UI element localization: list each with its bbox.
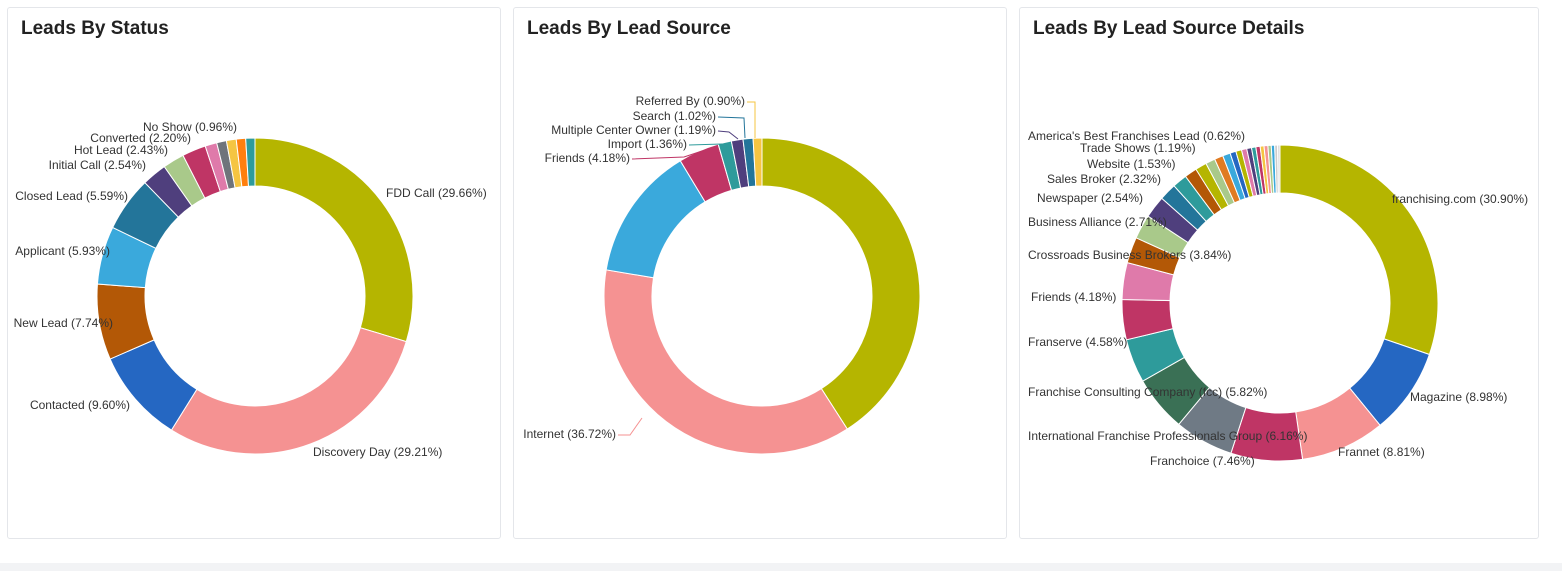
donut-slice[interactable] [245,137,256,187]
label-leader-line [717,130,739,140]
label-leader-line [631,150,703,160]
card-title: Leads By Lead Source Details [1033,18,1305,39]
slice-label: Internet (36.72%) [523,427,616,441]
slice-label: New Lead (7.74%) [14,316,113,330]
label-leader-line [618,417,643,436]
slice-label: Hot Lead (2.43%) [74,143,168,157]
slice-label: America's Best Franchises Lead (0.62%) [1028,129,1245,143]
slice-label: Website (1.53%) [1087,157,1175,171]
slice-label: Magazine (8.98%) [1410,390,1507,404]
slice-label: Friends (4.18%) [545,151,630,165]
slice-label: Import (1.36%) [608,137,687,151]
leads-by-lead-source-donut-chart: Internet (36.72%) Friends (4.18%)Import (… [523,94,921,455]
slice-label: Discovery Day (29.21%) [313,445,442,459]
slice-label: Search (1.02%) [633,109,716,123]
leads-by-lead-source-card: Leads By Lead Source Internet (36.72%) Fr… [513,7,1007,539]
slice-label: Franchise Consulting Company (fcc) (5.82… [1028,385,1267,399]
slice-label: Multiple Center Owner (1.19%) [551,123,716,137]
donut-slice[interactable] [1277,144,1281,194]
slice-label: Newspaper (2.54%) [1037,191,1143,205]
label-leader-line [747,101,756,138]
slice-label: Crossroads Business Brokers (3.84%) [1028,248,1231,262]
slice-label: Franserve (4.58%) [1028,335,1127,349]
slice-label: Contacted (9.60%) [30,398,130,412]
donut-slice[interactable] [254,137,414,343]
slice-label: Referred By (0.90%) [636,94,745,108]
card-title: Leads By Status [21,18,169,39]
donut-slice[interactable] [603,269,848,455]
page-footer-strip [0,563,1562,571]
label-leader-line [717,116,746,139]
slice-label: Business Alliance (2.71%) [1028,215,1167,229]
slice-label: Closed Lead (5.59%) [15,189,128,203]
slice-label: Frannet (8.81%) [1338,445,1425,459]
label-leader-line [688,143,728,148]
donut-slice[interactable] [1279,144,1439,356]
donut-slice[interactable] [170,327,407,455]
donut-slice[interactable] [605,160,706,279]
slice-label: Franchoice (7.46%) [1150,454,1255,468]
slice-label: Sales Broker (2.32%) [1047,172,1161,186]
slice-label: Trade Shows (1.19%) [1080,141,1196,155]
card-title: Leads By Lead Source [527,18,731,39]
donut-slice[interactable] [752,137,763,187]
leads-by-lead-source-details-card: Leads By Lead Source Details franchising… [1019,7,1539,539]
leads-by-status-donut-chart: FDD Call (29.66%) Discovery Day (29.21%) C… [14,120,487,459]
leads-by-lead-source-details-donut-chart: franchising.com (30.90%) Magazine (8.98%)… [1028,129,1528,468]
slice-label: Converted (2.20%) [90,131,191,145]
slice-label: Initial Call (2.54%) [49,158,146,172]
slice-label: FDD Call (29.66%) [386,186,487,200]
donut-slice[interactable] [761,137,921,430]
slice-label: franchising.com (30.90%) [1392,192,1528,206]
leads-by-status-card: Leads By Status FDD Call (29.66%) Discove… [7,7,501,539]
slice-label: Applicant (5.93%) [15,244,110,258]
slice-label: Friends (4.18%) [1031,290,1116,304]
slice-label: International Franchise Professionals Gr… [1028,429,1307,443]
slice-label: No Show (0.96%) [143,120,237,134]
